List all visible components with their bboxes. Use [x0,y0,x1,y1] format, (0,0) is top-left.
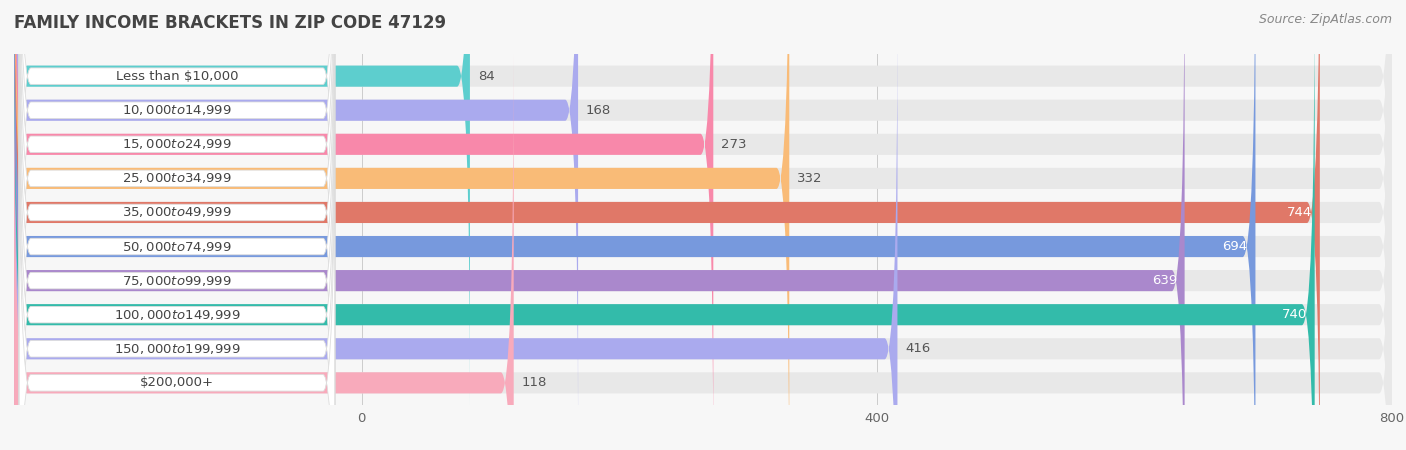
Text: 740: 740 [1282,308,1308,321]
Text: $75,000 to $99,999: $75,000 to $99,999 [122,274,232,288]
Text: $100,000 to $149,999: $100,000 to $149,999 [114,308,240,322]
Text: $15,000 to $24,999: $15,000 to $24,999 [122,137,232,151]
FancyBboxPatch shape [14,0,470,406]
FancyBboxPatch shape [14,18,897,450]
FancyBboxPatch shape [14,0,578,441]
Text: $50,000 to $74,999: $50,000 to $74,999 [122,239,232,253]
Text: $150,000 to $199,999: $150,000 to $199,999 [114,342,240,356]
FancyBboxPatch shape [20,16,335,450]
FancyBboxPatch shape [14,0,1392,450]
Text: 332: 332 [797,172,823,185]
FancyBboxPatch shape [14,0,1320,450]
FancyBboxPatch shape [14,18,1392,450]
FancyBboxPatch shape [14,0,1392,450]
Text: FAMILY INCOME BRACKETS IN ZIP CODE 47129: FAMILY INCOME BRACKETS IN ZIP CODE 47129 [14,14,446,32]
FancyBboxPatch shape [14,0,1185,450]
FancyBboxPatch shape [20,0,335,450]
FancyBboxPatch shape [20,0,335,450]
Text: 416: 416 [905,342,931,355]
FancyBboxPatch shape [14,0,1392,441]
FancyBboxPatch shape [20,0,335,450]
Text: $200,000+: $200,000+ [141,376,214,389]
Text: Source: ZipAtlas.com: Source: ZipAtlas.com [1258,14,1392,27]
FancyBboxPatch shape [14,0,1315,450]
FancyBboxPatch shape [20,0,335,409]
FancyBboxPatch shape [14,0,1392,450]
FancyBboxPatch shape [20,0,335,443]
FancyBboxPatch shape [14,53,1392,450]
FancyBboxPatch shape [14,0,1392,450]
FancyBboxPatch shape [20,0,335,374]
Text: 639: 639 [1152,274,1177,287]
Text: $25,000 to $34,999: $25,000 to $34,999 [122,171,232,185]
Text: $10,000 to $14,999: $10,000 to $14,999 [122,103,232,117]
FancyBboxPatch shape [20,50,335,450]
FancyBboxPatch shape [14,0,1392,450]
Text: 118: 118 [522,376,547,389]
FancyBboxPatch shape [14,0,789,450]
FancyBboxPatch shape [14,0,1256,450]
FancyBboxPatch shape [14,53,513,450]
Text: $35,000 to $49,999: $35,000 to $49,999 [122,206,232,220]
FancyBboxPatch shape [14,0,1392,450]
FancyBboxPatch shape [14,0,713,450]
Text: Less than $10,000: Less than $10,000 [115,70,238,83]
Text: 273: 273 [721,138,747,151]
Text: 168: 168 [586,104,612,117]
FancyBboxPatch shape [20,85,335,450]
Text: 744: 744 [1286,206,1312,219]
FancyBboxPatch shape [20,0,335,450]
Text: 694: 694 [1223,240,1247,253]
FancyBboxPatch shape [14,0,1392,406]
Text: 84: 84 [478,70,495,83]
